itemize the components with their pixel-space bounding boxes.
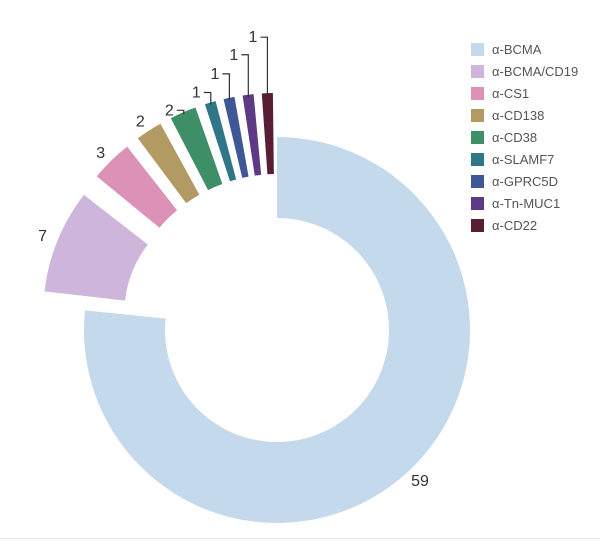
- slice-value-label: 1: [210, 66, 219, 83]
- legend-label: α-BCMA/CD19: [492, 63, 579, 79]
- legend-item-gprc5d[interactable]: α-GPRC5D: [471, 170, 578, 192]
- legend-item-bcma[interactable]: α-BCMA: [471, 38, 578, 60]
- legend-swatch: [471, 86, 484, 100]
- donut-slice-cd138[interactable]: [137, 123, 200, 204]
- slice-value-label: 2: [136, 114, 145, 131]
- legend-label: α-GPRC5D: [492, 173, 559, 189]
- slice-leader-line: [222, 73, 230, 100]
- legend-swatch: [471, 152, 484, 166]
- slice-leader-line: [176, 109, 185, 115]
- slice-leader-line: [241, 54, 249, 97]
- legend-item-cd22[interactable]: α-CD22: [471, 214, 578, 236]
- legend-swatch: [471, 64, 484, 78]
- donut-slice-cd22[interactable]: [261, 93, 274, 175]
- chart-legend: α-BCMA α-BCMA/CD19 α-CS1 α-CD138 α-CD38 …: [471, 38, 578, 236]
- slice-leader-line: [203, 91, 212, 105]
- legend-swatch: [471, 196, 484, 210]
- slice-value-label: 59: [411, 473, 429, 490]
- legend-item-cs1[interactable]: α-CS1: [471, 82, 578, 104]
- slice-value-label: 1: [192, 85, 201, 102]
- donut-slice-slamf7[interactable]: [204, 101, 237, 182]
- legend-label: α-CS1: [492, 85, 530, 101]
- donut-slice-tn-muc1[interactable]: [242, 94, 262, 176]
- legend-label: α-CD138: [492, 107, 545, 123]
- slice-leader-line: [260, 36, 269, 96]
- donut-slice-cd38[interactable]: [170, 107, 223, 191]
- legend-label: α-Tn-MUC1: [492, 195, 561, 211]
- legend-swatch: [471, 42, 484, 56]
- slice-value-label: 1: [249, 29, 258, 46]
- donut-slice-cs1[interactable]: [96, 146, 178, 228]
- slice-value-label: 2: [165, 102, 174, 119]
- legend-label: α-CD22: [492, 217, 538, 233]
- donut-slice-gprc5d[interactable]: [223, 96, 249, 178]
- legend-swatch: [471, 108, 484, 122]
- donut-slice-bcma[interactable]: [83, 137, 470, 523]
- legend-swatch: [471, 130, 484, 144]
- slice-value-label: 3: [96, 145, 105, 162]
- slice-value-label: 1: [229, 47, 238, 64]
- legend-item-bcma-cd19[interactable]: α-BCMA/CD19: [471, 60, 578, 82]
- legend-item-cd38[interactable]: α-CD38: [471, 126, 578, 148]
- legend-item-tn-muc1[interactable]: α-Tn-MUC1: [471, 192, 578, 214]
- legend-label: α-BCMA: [492, 41, 542, 57]
- slice-value-label: 7: [38, 228, 47, 245]
- legend-label: α-SLAMF7: [492, 151, 555, 167]
- legend-item-slamf7[interactable]: α-SLAMF7: [471, 148, 578, 170]
- legend-swatch: [471, 218, 484, 232]
- donut-slice-bcma-cd19[interactable]: [44, 194, 148, 301]
- legend-label: α-CD38: [492, 129, 538, 145]
- legend-swatch: [471, 174, 484, 188]
- legend-item-cd138[interactable]: α-CD138: [471, 104, 578, 126]
- bottom-divider: [0, 538, 600, 539]
